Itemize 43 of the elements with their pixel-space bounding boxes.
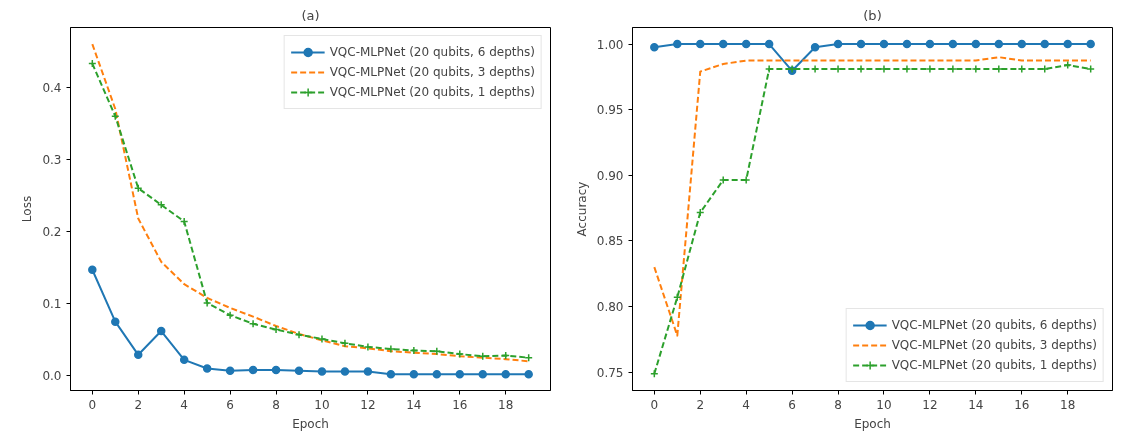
chart-title: (b) bbox=[863, 7, 882, 23]
y-tick-label: 1.00 bbox=[596, 37, 624, 52]
x-tick-label: 4 bbox=[742, 397, 751, 412]
legend-label: VQC-MLPNet (20 qubits, 6 depths) bbox=[329, 44, 535, 60]
x-tick-label: 2 bbox=[134, 397, 143, 412]
x-tick-label: 2 bbox=[696, 397, 705, 412]
x-axis-title: Epoch bbox=[292, 416, 329, 431]
y-tick-label: 0.4 bbox=[42, 80, 62, 95]
x-axis-title: Epoch bbox=[854, 416, 891, 431]
x-tick-label: 0 bbox=[650, 397, 659, 412]
x-tick-label: 12 bbox=[922, 397, 938, 412]
x-tick-label: 6 bbox=[226, 397, 234, 412]
y-axis-title: Loss bbox=[20, 195, 35, 223]
y-tick-label: 0.90 bbox=[596, 168, 624, 183]
x-tick-label: 14 bbox=[968, 397, 984, 412]
x-tick-label: 12 bbox=[360, 397, 376, 412]
x-tick-label: 8 bbox=[834, 397, 842, 412]
y-tick-label: 0.75 bbox=[596, 365, 624, 380]
x-tick-label: 18 bbox=[1060, 397, 1076, 412]
legend-label: VQC-MLPNet (20 qubits, 1 depths) bbox=[329, 84, 535, 100]
legend-label: VQC-MLPNet (20 qubits, 1 depths) bbox=[891, 357, 1097, 373]
y-tick-label: 0.3 bbox=[42, 152, 62, 167]
y-tick-label: 0.95 bbox=[596, 103, 624, 118]
x-tick-label: 14 bbox=[406, 397, 422, 412]
x-tick-label: 16 bbox=[452, 397, 468, 412]
x-tick-label: 0 bbox=[88, 397, 97, 412]
x-tick-label: 8 bbox=[272, 397, 280, 412]
x-tick-label: 16 bbox=[1014, 397, 1030, 412]
legend-label: VQC-MLPNet (20 qubits, 3 depths) bbox=[329, 64, 535, 80]
y-tick-label: 0.1 bbox=[42, 297, 62, 312]
y-tick-label: 0.80 bbox=[596, 300, 624, 315]
x-tick-label: 10 bbox=[876, 397, 892, 412]
y-tick-label: 0.85 bbox=[596, 234, 624, 249]
legend-label: VQC-MLPNet (20 qubits, 6 depths) bbox=[891, 317, 1097, 333]
chart-title: (a) bbox=[301, 7, 320, 23]
y-axis-title: Accuracy bbox=[574, 181, 589, 237]
x-tick-label: 10 bbox=[314, 397, 330, 412]
x-tick-label: 18 bbox=[498, 397, 514, 412]
x-tick-label: 4 bbox=[180, 397, 189, 412]
y-tick-label: 0.0 bbox=[42, 369, 62, 384]
x-tick-label: 6 bbox=[788, 397, 796, 412]
y-tick-label: 0.2 bbox=[42, 225, 62, 240]
legend-label: VQC-MLPNet (20 qubits, 3 depths) bbox=[891, 337, 1097, 353]
